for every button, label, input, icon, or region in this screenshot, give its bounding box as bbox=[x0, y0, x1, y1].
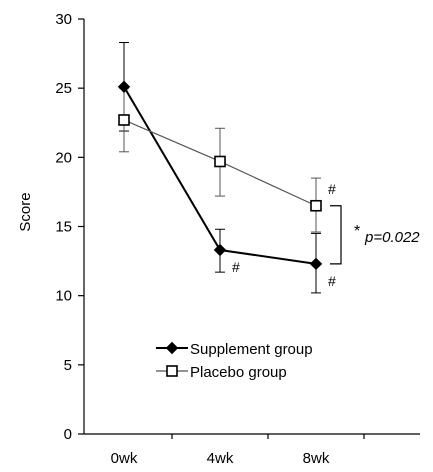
annotation-hash: # bbox=[328, 273, 336, 289]
series-point bbox=[213, 243, 227, 257]
significance-bracket: * p=0.022 bbox=[330, 205, 420, 265]
legend-swatch-marker bbox=[166, 365, 178, 377]
x-tick-label: 0wk bbox=[111, 450, 138, 467]
annotations: # # # bbox=[232, 181, 336, 289]
x-tick-label: 4wk bbox=[207, 450, 234, 467]
series-point bbox=[117, 80, 131, 93]
y-tick-label: 15 bbox=[55, 219, 72, 236]
x-tick-label: 8wk bbox=[303, 450, 330, 467]
series-point bbox=[309, 257, 323, 271]
y-tick-label: 10 bbox=[55, 288, 72, 305]
y-tick-label: 20 bbox=[55, 149, 72, 166]
y-tick-label: 5 bbox=[64, 357, 72, 374]
y-tick-label: 0 bbox=[64, 426, 72, 443]
y-ticks: 0 5 10 15 20 25 30 bbox=[55, 11, 84, 443]
legend-label: Supplement group bbox=[190, 341, 313, 358]
x-ticks: 0wk 4wk 8wk bbox=[111, 434, 365, 467]
series-point bbox=[118, 114, 130, 126]
annotation-hash: # bbox=[232, 259, 240, 275]
significance-p-value: p=0.022 bbox=[364, 229, 420, 246]
legend: Supplement group Placebo group bbox=[156, 341, 313, 381]
series-markers bbox=[117, 80, 323, 271]
series-point bbox=[310, 199, 322, 212]
y-axis-label: Score bbox=[17, 192, 34, 231]
y-tick-label: 25 bbox=[55, 80, 72, 97]
y-tick-label: 30 bbox=[55, 11, 72, 28]
legend-swatch-marker bbox=[165, 341, 179, 355]
bracket-line bbox=[330, 205, 342, 265]
legend-label: Placebo group bbox=[190, 364, 287, 381]
annotation-hash: # bbox=[328, 181, 336, 197]
significance-star: * bbox=[354, 223, 360, 240]
series-point bbox=[214, 155, 226, 168]
